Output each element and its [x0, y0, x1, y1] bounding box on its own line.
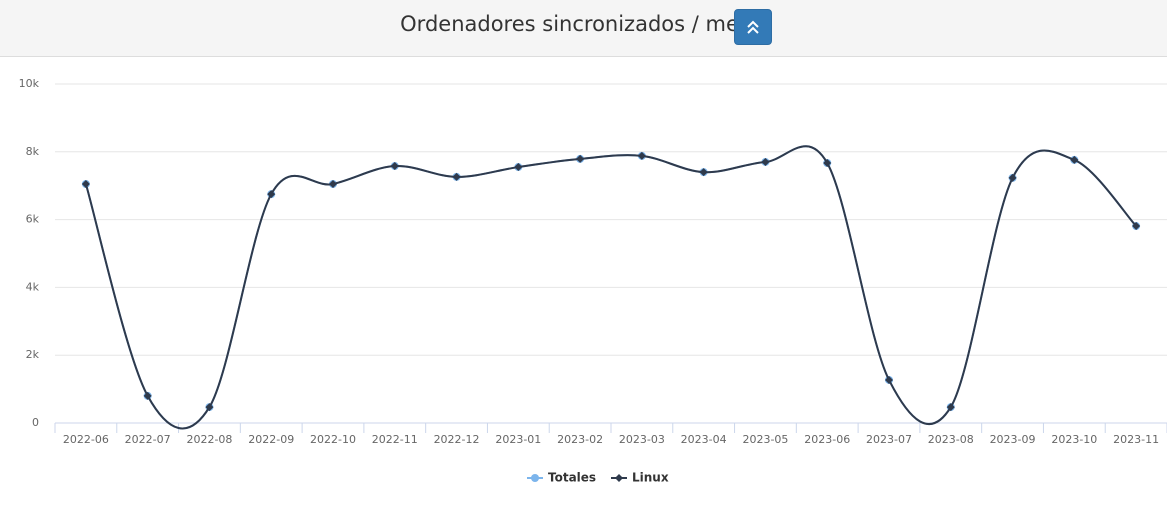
point — [452, 172, 461, 181]
point — [267, 190, 276, 199]
legend-symbol — [531, 474, 539, 482]
point — [205, 403, 214, 412]
y-tick-label: 2k — [26, 348, 40, 361]
x-tick-label: 2023-09 — [990, 433, 1036, 446]
point — [699, 168, 708, 177]
point — [576, 154, 585, 163]
chart-title: Ordenadores sincronizados / mes — [0, 12, 1150, 36]
point — [1070, 155, 1079, 164]
y-tick-label: 4k — [26, 280, 40, 293]
x-tick-label: 2023-03 — [619, 433, 665, 446]
legend-label: Totales — [548, 471, 596, 485]
x-tick-label: 2023-11 — [1113, 433, 1159, 446]
legend-label: Linux — [632, 471, 669, 485]
point — [1008, 173, 1017, 182]
panel-header: Ordenadores sincronizados / mes — [0, 0, 1167, 57]
point — [637, 151, 646, 160]
series-line — [84, 145, 1137, 430]
x-tick-label: 2022-06 — [63, 433, 109, 446]
x-tick-label: 2023-08 — [928, 433, 974, 446]
point — [1132, 222, 1141, 231]
point — [823, 158, 832, 167]
x-tick-label: 2023-05 — [742, 433, 788, 446]
point — [514, 163, 523, 172]
x-tick-label: 2022-12 — [434, 433, 480, 446]
point — [143, 391, 152, 400]
point — [761, 157, 770, 166]
y-tick-label: 0 — [32, 416, 39, 429]
y-tick-label: 8k — [26, 145, 40, 158]
x-tick-label: 2022-07 — [125, 433, 171, 446]
point — [81, 180, 90, 189]
x-tick-label: 2023-06 — [804, 433, 850, 446]
x-tick-label: 2023-07 — [866, 433, 912, 446]
y-tick-label: 6k — [26, 213, 40, 226]
x-tick-label: 2022-11 — [372, 433, 418, 446]
point — [329, 180, 337, 189]
x-tick-label: 2022-10 — [310, 433, 356, 446]
title-text: Ordenadores sincronizados / mes — [400, 12, 750, 36]
x-tick-label: 2022-09 — [248, 433, 294, 446]
x-tick-label: 2023-01 — [495, 433, 541, 446]
x-tick-label: 2022-08 — [186, 433, 232, 446]
legend-symbol — [615, 474, 623, 482]
y-tick-label: 10k — [19, 77, 40, 90]
point — [946, 403, 955, 412]
point — [885, 375, 893, 384]
x-tick-label: 2023-04 — [681, 433, 727, 446]
collapse-button[interactable] — [734, 9, 772, 45]
x-tick-label: 2023-02 — [557, 433, 603, 446]
chart: 0 2k 4k 6k 8k 10k 2022-06 2022-07 2022-08 2022-09… — [19, 77, 1167, 485]
x-tick-label: 2023-10 — [1051, 433, 1097, 446]
chevron-icon — [747, 20, 759, 34]
point — [390, 162, 399, 171]
